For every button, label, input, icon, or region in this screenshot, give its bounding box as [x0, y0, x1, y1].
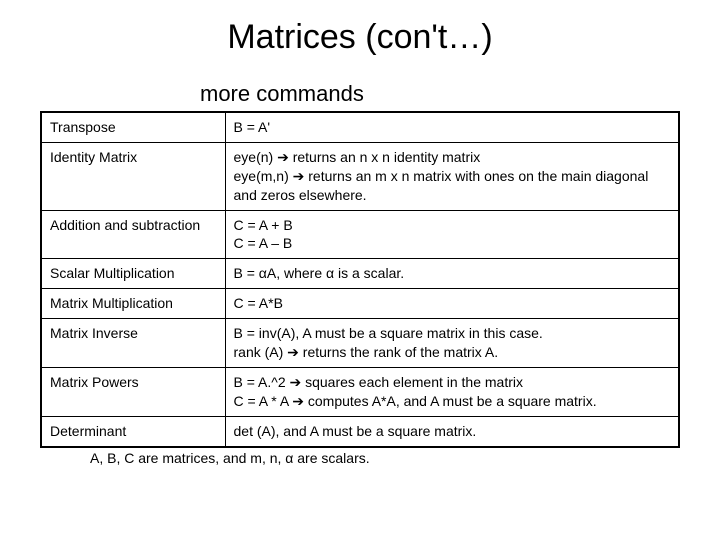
command-cell: eye(n) ➔ returns an n x n identity matri… [225, 142, 679, 210]
slide-title: Matrices (con't…) [40, 18, 680, 57]
operation-cell: Scalar Multiplication [41, 259, 225, 289]
footnote: A, B, C are matrices, and m, n, α are sc… [90, 450, 680, 466]
command-cell: C = A*B [225, 289, 679, 319]
operation-cell: Identity Matrix [41, 142, 225, 210]
operation-cell: Matrix Multiplication [41, 289, 225, 319]
table-row: Identity Matrix eye(n) ➔ returns an n x … [41, 142, 679, 210]
table-row: Matrix Powers B = A.^2 ➔ squares each el… [41, 367, 679, 416]
table-row: Matrix Multiplication C = A*B [41, 289, 679, 319]
operation-cell: Addition and subtraction [41, 210, 225, 259]
table-row: Matrix Inverse B = inv(A), A must be a s… [41, 319, 679, 368]
operation-cell: Determinant [41, 416, 225, 446]
command-cell: B = inv(A), A must be a square matrix in… [225, 319, 679, 368]
table-row: Addition and subtraction C = A + BC = A … [41, 210, 679, 259]
operation-cell: Matrix Powers [41, 367, 225, 416]
command-cell: B = αA, where α is a scalar. [225, 259, 679, 289]
command-cell: det (A), and A must be a square matrix. [225, 416, 679, 446]
operation-cell: Matrix Inverse [41, 319, 225, 368]
commands-table: Transpose B = A' Identity Matrix eye(n) … [40, 111, 680, 448]
table-row: Transpose B = A' [41, 112, 679, 142]
table-row: Determinant det (A), and A must be a squ… [41, 416, 679, 446]
operation-cell: Transpose [41, 112, 225, 142]
table-row: Scalar Multiplication B = αA, where α is… [41, 259, 679, 289]
slide-subtitle: more commands [200, 81, 680, 107]
command-cell: C = A + BC = A – B [225, 210, 679, 259]
command-cell: B = A' [225, 112, 679, 142]
command-cell: B = A.^2 ➔ squares each element in the m… [225, 367, 679, 416]
